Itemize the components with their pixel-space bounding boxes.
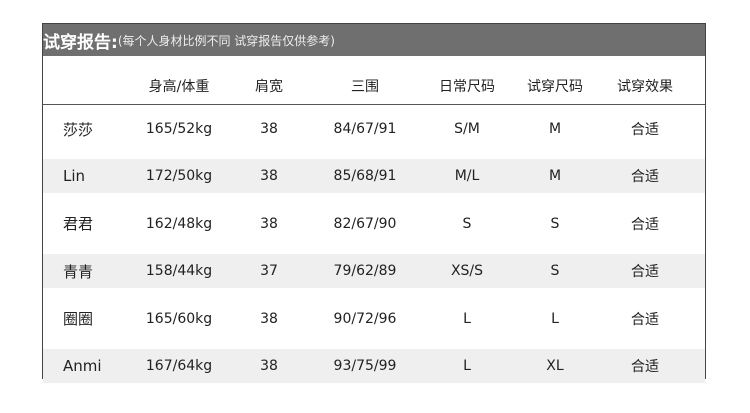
table-row: 圈圈 165/60kg 38 90/72/96 L L 合适 xyxy=(43,302,705,336)
column-header: 日常尺码 xyxy=(439,79,495,95)
table-cell: 158/44kg xyxy=(145,263,213,280)
table-cell: 合适 xyxy=(631,216,659,233)
table-cell: 79/62/89 xyxy=(333,263,397,280)
table-cell: M xyxy=(548,121,562,137)
table-cell: S xyxy=(550,263,560,280)
title-bar: 试穿报告: (每个人身材比例不同 试穿报告仅供参考) xyxy=(43,24,705,56)
model-name: 青青 xyxy=(63,262,94,281)
table-cell: XL xyxy=(546,358,564,374)
table-cell: S xyxy=(462,215,472,232)
table-cell: 37 xyxy=(260,263,278,280)
table-cell: 38 xyxy=(260,121,278,137)
column-header: 肩宽 xyxy=(255,79,283,95)
model-name: 君君 xyxy=(63,215,94,234)
table-row: 君君 162/48kg 38 82/67/90 S S 合适 xyxy=(43,207,705,241)
table-row: Anmi 167/64kg 38 93/75/99 L XL 合适 xyxy=(43,349,705,383)
table-row: 莎莎 165/52kg 38 84/67/91 S/M M 合适 xyxy=(43,112,705,146)
table-cell: 85/68/91 xyxy=(333,168,397,185)
column-header: 三围 xyxy=(351,79,379,95)
table-cell: 合适 xyxy=(631,169,659,186)
table-cell: 165/60kg xyxy=(145,310,213,327)
table-cell: 合适 xyxy=(631,359,659,375)
table-cell: 合适 xyxy=(631,311,659,328)
table-cell: 93/75/99 xyxy=(333,358,397,374)
model-name: 圈圈 xyxy=(63,310,94,329)
table-cell: 82/67/90 xyxy=(333,215,397,232)
table-cell: XS/S xyxy=(450,263,484,280)
table-row: Lin 172/50kg 38 85/68/91 M/L M 合适 xyxy=(43,159,705,194)
report-subtitle: (每个人身材比例不同 试穿报告仅供参考) xyxy=(117,33,335,48)
table-cell: 172/50kg xyxy=(145,168,213,185)
table-cell: L xyxy=(463,358,471,374)
table-cell: 38 xyxy=(260,310,278,327)
table-cell: L xyxy=(463,310,471,327)
model-name: 莎莎 xyxy=(63,120,94,139)
column-header: 试穿效果 xyxy=(617,79,673,95)
table-cell: S xyxy=(550,215,560,232)
column-header: 试穿尺码 xyxy=(527,79,583,95)
table-cell: 162/48kg xyxy=(145,215,213,232)
table-row: 青青 158/44kg 37 79/62/89 XS/S S 合适 xyxy=(43,254,705,289)
table-cell: 90/72/96 xyxy=(333,310,397,327)
table-cell: 38 xyxy=(260,168,278,185)
table-cell: L xyxy=(551,310,559,327)
column-header-row: 身高/体重 肩宽 三围 日常尺码 试穿尺码 试穿效果 xyxy=(43,56,705,105)
table-cell: 167/64kg xyxy=(145,358,213,374)
model-name: Lin xyxy=(63,167,86,186)
table-cell: 84/67/91 xyxy=(333,121,397,137)
table-cell: 38 xyxy=(260,215,278,232)
report-title: 试穿报告: xyxy=(43,32,118,53)
table-cell: M xyxy=(548,168,562,185)
column-header: 身高/体重 xyxy=(148,79,210,95)
table-cell: 合适 xyxy=(631,264,659,281)
model-name: Anmi xyxy=(63,357,102,375)
fitting-report-table: 试穿报告: (每个人身材比例不同 试穿报告仅供参考) 身高/体重 肩宽 三围 日常尺码… xyxy=(42,23,706,383)
table-cell: M/L xyxy=(454,168,480,185)
table-cell: S/M xyxy=(454,121,480,137)
table-cell: 165/52kg xyxy=(145,121,213,137)
table-cell: 合适 xyxy=(631,122,659,138)
table-cell: 38 xyxy=(260,358,278,374)
